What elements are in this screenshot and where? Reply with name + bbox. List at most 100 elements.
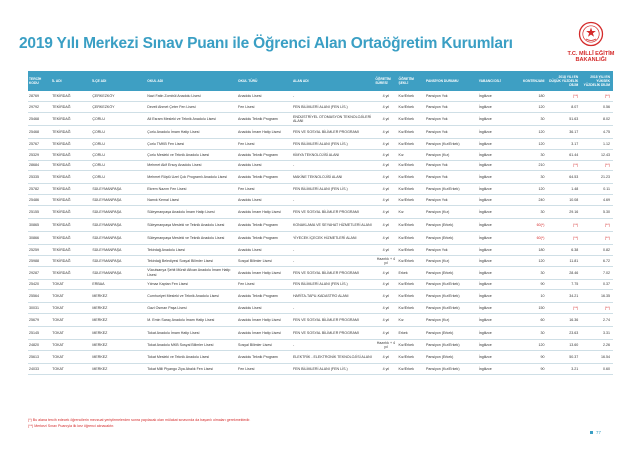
cell-kontenjani: 90 xyxy=(509,363,548,375)
cell-il-adi: TEKİRDAĞ xyxy=(51,205,92,220)
cell-en-yuksek-yuzdelik: 12.43 xyxy=(581,149,613,161)
cell-okul-turu: Sosyal Bilimler Lisesi xyxy=(237,339,292,352)
cell-tercih-kodu: 29287 xyxy=(28,266,52,280)
table-row: 30031 TOKAT MERKEZ Gazi Osman Paşa Lisesi An… xyxy=(28,302,613,315)
cell-en-dusuk-yuzdelik: 23.63 xyxy=(547,326,582,341)
cell-tercih-kodu: 25468 xyxy=(28,112,52,127)
cell-en-dusuk-yuzdelik: (**) xyxy=(547,160,582,172)
cell-yabanci-dili: İngilizce xyxy=(477,350,510,365)
cell-alan-adi: - xyxy=(291,160,375,172)
cell-okul-adi: Ekrem Nazım Fen Lisesi xyxy=(146,183,238,196)
cell-tercih-kodu: 30866 xyxy=(28,231,52,246)
cell-ogretim-sekli: Kız/Erkek xyxy=(397,101,425,114)
cell-en-yuksek-yuzdelik: (**) xyxy=(581,231,613,246)
cell-yabanci-dili: İngilizce xyxy=(477,326,510,341)
cell-ilce-adi: ÇORLU xyxy=(91,138,147,150)
cell-yabanci-dili: İngilizce xyxy=(477,205,510,220)
cell-pansiyon-durumu: Pansiyon (Kız/Erkek) xyxy=(424,363,478,375)
cell-yabanci-dili: İngilizce xyxy=(477,363,510,375)
cell-ogretim-suresi: Hazırlık + 4 yıl xyxy=(374,255,398,267)
cell-okul-adi: Namık Kemal Lisesi xyxy=(146,194,238,207)
cell-pansiyon-durumu: Pansiyon (Kız/Erkek) xyxy=(424,289,478,304)
page-title: 2019 Yılı Merkezi Sınav Puanı ile Öğrenc… xyxy=(19,35,513,52)
cell-tercih-kodu: 25420 xyxy=(28,279,52,291)
cell-kontenjani: 30 xyxy=(509,149,548,161)
cell-tercih-kodu: 24820 xyxy=(28,339,52,352)
cell-okul-turu: Anadolu Lisesi xyxy=(237,91,292,103)
cell-en-dusuk-yuzdelik: 3.17 xyxy=(547,138,582,150)
cell-ilce-adi: SÜLEYMANPAŞA xyxy=(91,266,147,280)
cell-yabanci-dili: İngilizce xyxy=(477,138,510,150)
cell-okul-adi: Ali Esram Mesleki ve Teknik Anadolu Lise… xyxy=(146,112,238,127)
column-header-pansiyon-durumu: PANSİYON DURUMU xyxy=(424,71,478,91)
cell-tercih-kodu: 25767 xyxy=(28,138,52,150)
cell-ogretim-sekli: Erkek xyxy=(397,326,425,341)
cell-en-dusuk-yuzdelik: 10.08 xyxy=(547,194,582,207)
cell-okul-turu: Anadolu Lisesi xyxy=(237,244,292,256)
column-header-alan-adi: ALAN ADI xyxy=(291,71,375,91)
cell-ogretim-sekli: Kız/Erkek xyxy=(397,218,425,233)
cell-en-yuksek-yuzdelik: 2.74 xyxy=(581,313,613,328)
cell-yabanci-dili: İngilizce xyxy=(477,91,510,103)
table-row: 25679 TOKAT MERKEZ M. Emin Saraç Anadolu İm… xyxy=(28,313,613,328)
cell-ilce-adi: ÇORLU xyxy=(91,125,147,140)
cell-alan-adi: FEN BİLİMLERİ ALANI (FEN LİS.) xyxy=(291,101,375,114)
cell-ilce-adi: MERKEZ xyxy=(91,339,147,352)
cell-ogretim-sekli: Kız xyxy=(397,149,425,161)
cell-ogretim-suresi: 4 yıl xyxy=(374,112,398,127)
cell-ilce-adi: SÜLEYMANPAŞA xyxy=(91,194,147,207)
table-row: 24820 TOKAT MERKEZ Tokat Anadolu MKB Sosyal… xyxy=(28,339,613,352)
cell-okul-adi: Süleymanpaşa Mesleki ve Teknik Anadolu L… xyxy=(146,218,238,233)
cell-ilce-adi: MERKEZ xyxy=(91,326,147,341)
cell-pansiyon-durumu: Pansiyon (Kız/Erkek) xyxy=(424,138,478,150)
cell-ogretim-sekli: Kız/Erkek xyxy=(397,289,425,304)
cell-il-adi: TEKİRDAĞ xyxy=(51,244,92,256)
cell-yabanci-dili: İngilizce xyxy=(477,112,510,127)
cell-en-yuksek-yuzdelik: 0.37 xyxy=(581,279,613,291)
table-row: 25782 TEKİRDAĞ SÜLEYMANPAŞA Ekrem Nazım Fen… xyxy=(28,183,613,196)
table-row: 25335 TEKİRDAĞ ÇORLU Mehmet Rüştü Uzel Çok … xyxy=(28,170,613,185)
page-number-text: 77 xyxy=(596,430,601,435)
cell-ilce-adi: ÇORLU xyxy=(91,149,147,161)
cell-okul-adi: Süleymanpaşa Anadolu İmam Hatip Lisesi xyxy=(146,205,238,220)
cell-kontenjani: 90 xyxy=(509,350,548,365)
cell-pansiyon-durumu: Pansiyon Yok xyxy=(424,170,478,185)
cell-alan-adi: KONAKLAMA VE SEYAHAT HİZMETLERİ ALANI xyxy=(291,218,375,233)
cell-alan-adi: FEN VE SOSYAL BİLİMLER PROGRAMI xyxy=(291,313,375,328)
cell-kontenjani: 180 xyxy=(509,244,548,256)
cell-okul-turu: Anadolu Teknik Programı xyxy=(237,170,292,185)
cell-alan-adi: KİMYA TEKNOLOJİSİ ALANI xyxy=(291,149,375,161)
cell-ogretim-suresi: 4 yıl xyxy=(374,244,398,256)
cell-okul-turu: Anadolu Teknik Programı xyxy=(237,149,292,161)
cell-yabanci-dili: İngilizce xyxy=(477,183,510,196)
cell-il-adi: TOKAT xyxy=(51,313,92,328)
cell-yabanci-dili: İngilizce xyxy=(477,279,510,291)
cell-kontenjani: 90 xyxy=(509,279,548,291)
cell-okul-adi: Yılmaz Kaptan Fen Lisesi xyxy=(146,279,238,291)
cell-ilce-adi: ÇERKEZKÖY xyxy=(91,91,147,103)
cell-ogretim-sekli: Kız/Erkek xyxy=(397,138,425,150)
cell-ogretim-sekli: Kız/Erkek xyxy=(397,170,425,185)
cell-yabanci-dili: İngilizce xyxy=(477,339,510,352)
cell-tercih-kodu: 30865 xyxy=(28,218,52,233)
cell-il-adi: TOKAT xyxy=(51,363,92,375)
cell-pansiyon-durumu: Pansiyon (Erkek) xyxy=(424,326,478,341)
cell-ogretim-suresi: 4 yıl xyxy=(374,205,398,220)
cell-en-yuksek-yuzdelik: 21.23 xyxy=(581,170,613,185)
table-row: 28684 TEKİRDAĞ ÇORLU Mehmet Akif Ersoy Anad… xyxy=(28,160,613,172)
cell-kontenjani: 120 xyxy=(509,339,548,352)
table-row: 25767 TEKİRDAĞ ÇORLU Çorlu TMKB Fen Lisesi F… xyxy=(28,138,613,150)
cell-ilce-adi: SÜLEYMANPAŞA xyxy=(91,218,147,233)
cell-en-yuksek-yuzdelik: (**) xyxy=(581,218,613,233)
table-row: 25613 TOKAT MERKEZ Tokat Mesleki ve Teknik … xyxy=(28,350,613,365)
table-row: 30865 TEKİRDAĞ SÜLEYMANPAŞA Süleymanpaşa Me… xyxy=(28,218,613,233)
cell-en-yuksek-yuzdelik: 8.02 xyxy=(581,112,613,127)
cell-en-yuksek-yuzdelik: 0.82 xyxy=(581,244,613,256)
cell-tercih-kodu: 25145 xyxy=(28,326,52,341)
cell-ogretim-suresi: Hazırlık + 4 yıl xyxy=(374,339,398,352)
cell-tercih-kodu: 25613 xyxy=(28,350,52,365)
cell-en-dusuk-yuzdelik: 16.36 xyxy=(547,313,582,328)
cell-pansiyon-durumu: Pansiyon (Kız/Erkek) xyxy=(424,183,478,196)
cell-ogretim-sekli: Kız/Erkek xyxy=(397,231,425,246)
cell-il-adi: TEKİRDAĞ xyxy=(51,218,92,233)
